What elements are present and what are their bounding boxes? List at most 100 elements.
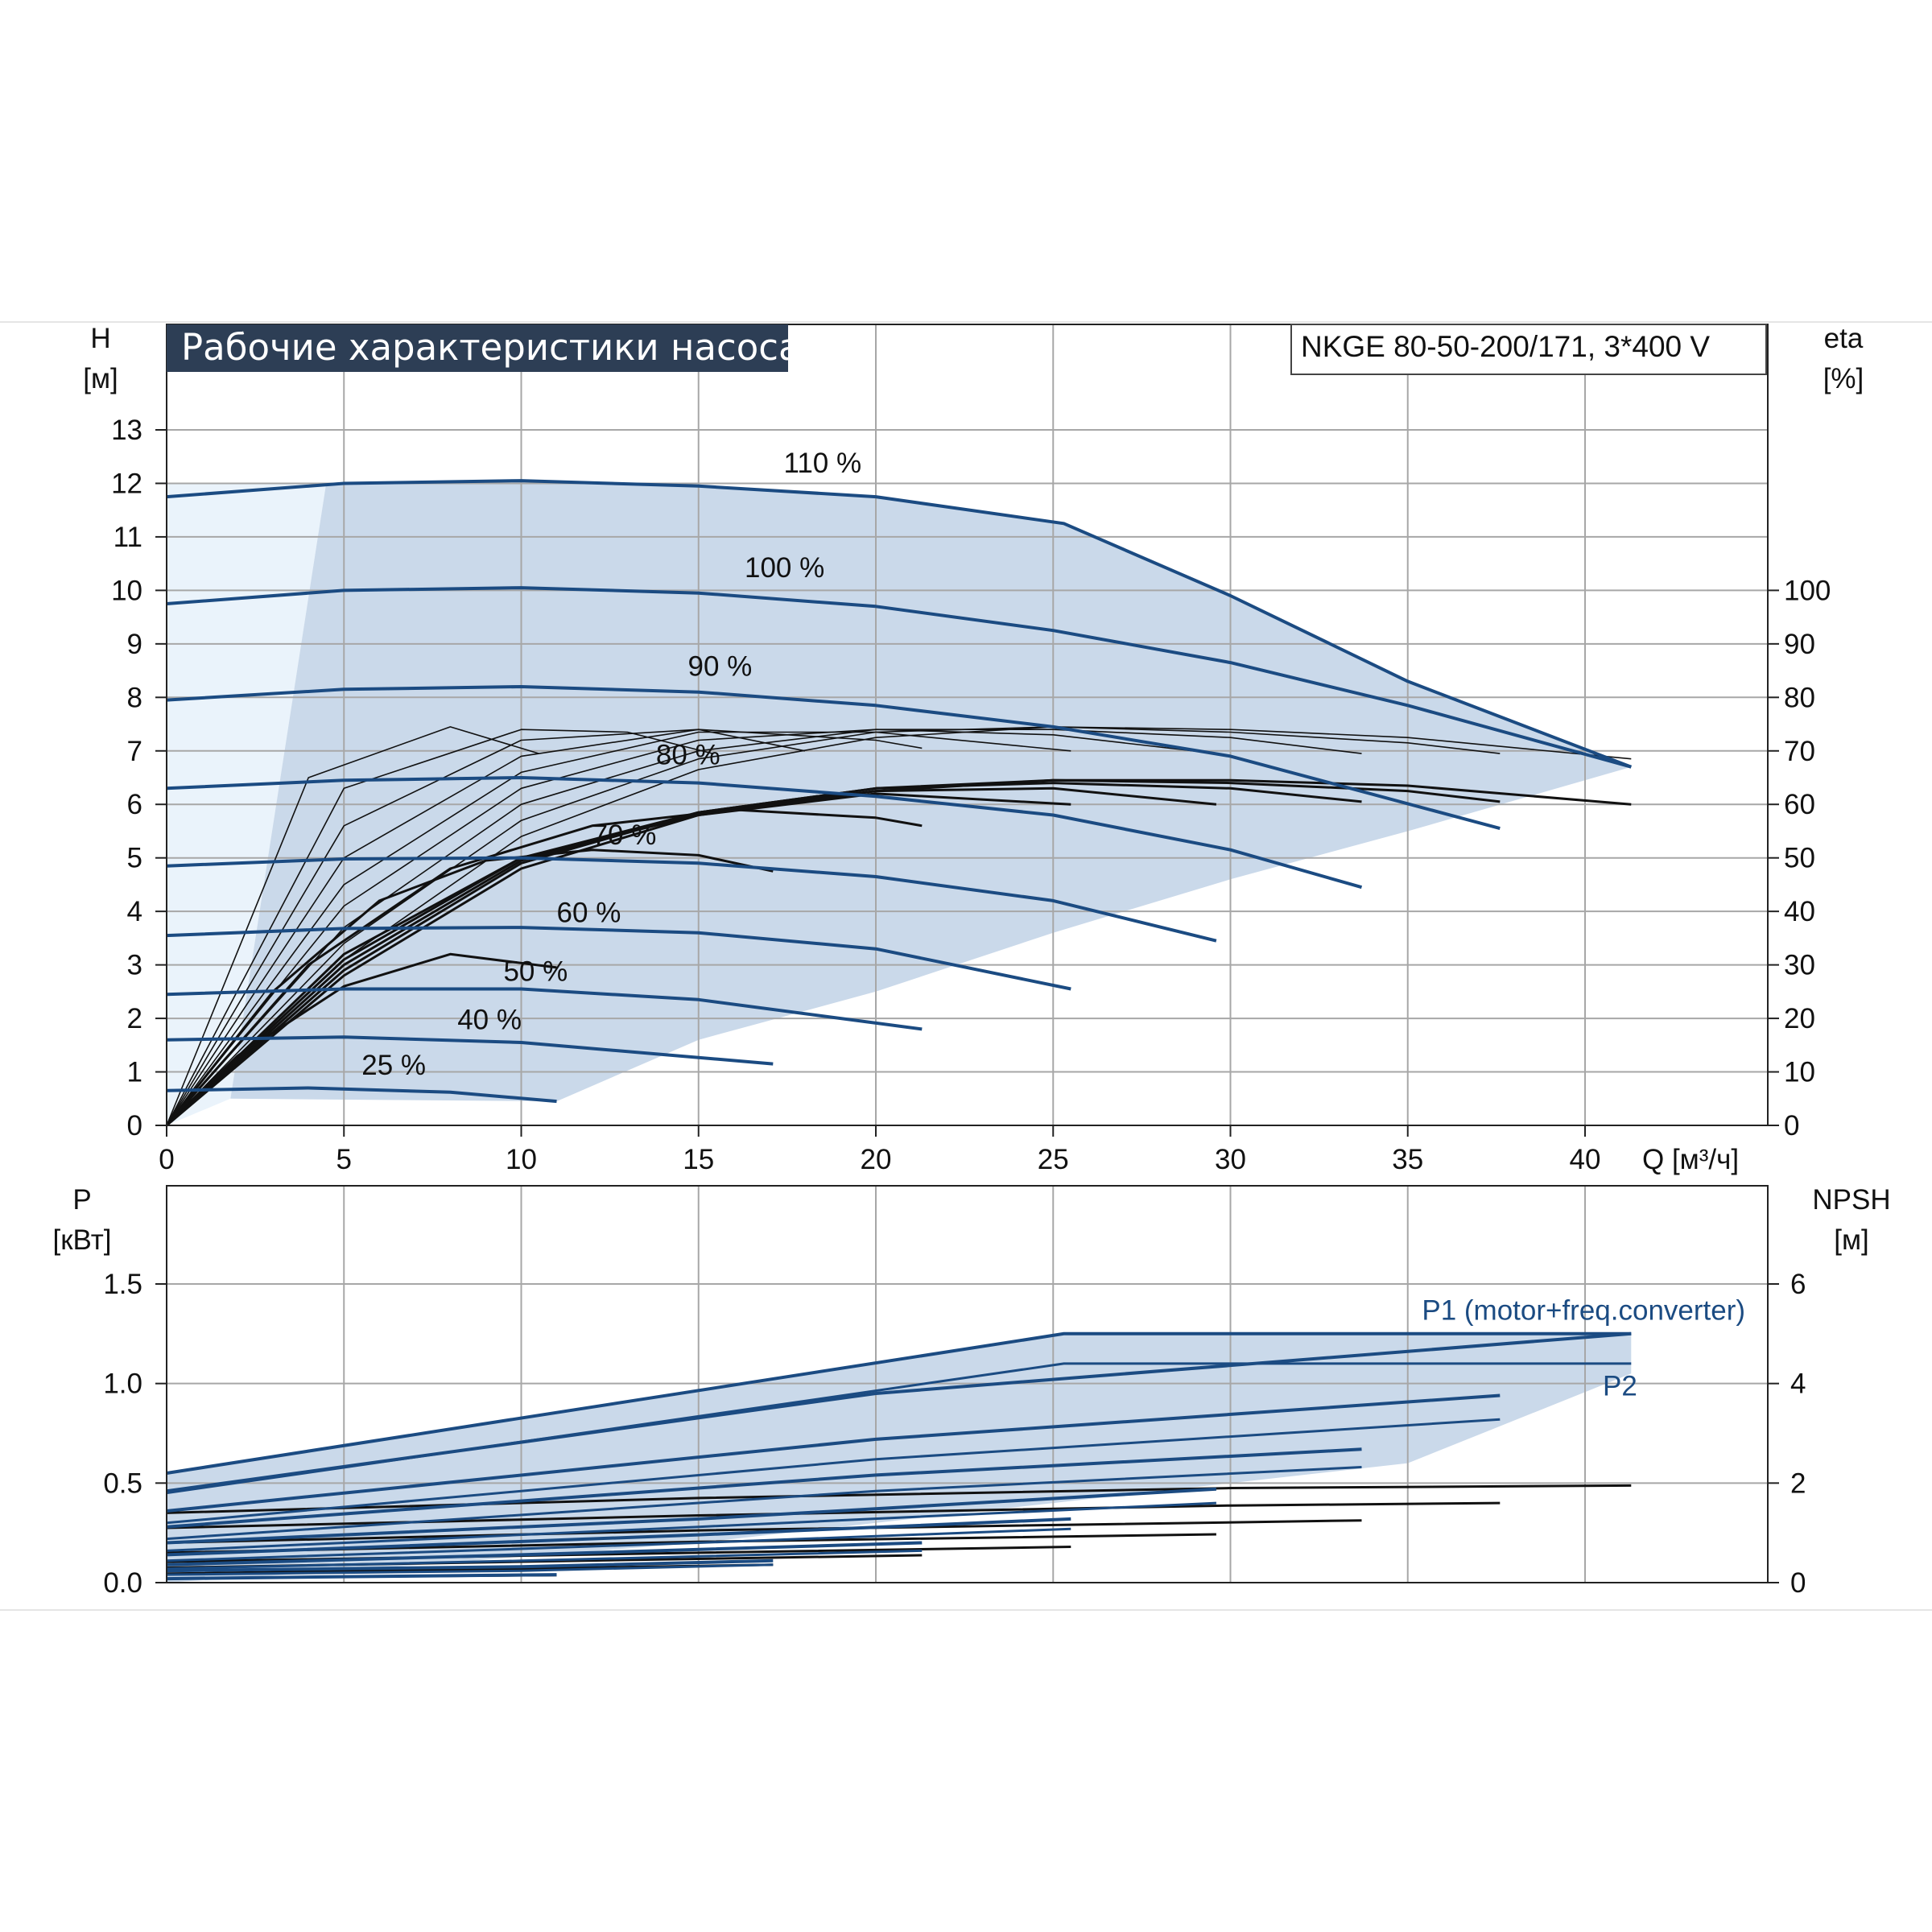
y2-tick-80: 80 bbox=[1784, 682, 1815, 713]
py2-tick-0: 0 bbox=[1790, 1567, 1806, 1599]
speed-label-100pct: 100 % bbox=[745, 552, 824, 584]
y2-tick-0: 0 bbox=[1784, 1110, 1799, 1141]
speed-labels: 110 % 100 % 90 % 80 % 70 % 60 % 50 % 40 % 25 % bbox=[361, 448, 861, 1081]
speed-label-25pct: 25 % bbox=[361, 1050, 426, 1081]
py-tick-1.5: 1.5 bbox=[103, 1269, 142, 1300]
power-axis-unit: [кВт] bbox=[53, 1224, 112, 1256]
head-curve-60pct bbox=[166, 926, 1071, 991]
speed-label-110pct: 110 % bbox=[783, 448, 861, 479]
model-label: NKGE 80-50-200/171, 3*400 V bbox=[1301, 330, 1710, 363]
py-tick-0.5: 0.5 bbox=[103, 1468, 142, 1499]
p1-curve-9 bbox=[166, 1573, 557, 1581]
speed-label-50pct: 50 % bbox=[503, 956, 568, 988]
efficiency-curve-17 bbox=[166, 778, 1632, 1127]
x-axis-label: Q [м³/ч] bbox=[1642, 1144, 1739, 1175]
x-tick-30: 30 bbox=[1215, 1144, 1246, 1175]
y-axis-label: H bbox=[90, 323, 110, 354]
y2-tick-40: 40 bbox=[1784, 896, 1815, 927]
p1-curve-7 bbox=[166, 1541, 923, 1567]
head-curve-70pct bbox=[166, 856, 1217, 943]
head-curve-25pct bbox=[166, 1086, 557, 1104]
power-curves bbox=[166, 1331, 1632, 1581]
py2-tick-6: 6 bbox=[1790, 1269, 1806, 1300]
p1-curve-2 bbox=[166, 1331, 1632, 1493]
y-tick-0: 0 bbox=[127, 1110, 142, 1141]
py-tick-1.0: 1.0 bbox=[103, 1368, 142, 1400]
npsh-curve-1 bbox=[166, 1484, 1632, 1514]
p1-curve-8 bbox=[166, 1558, 774, 1573]
x-tick-25: 25 bbox=[1038, 1144, 1069, 1175]
legend-p2: P2 bbox=[1603, 1371, 1637, 1402]
y2-tick-10: 10 bbox=[1784, 1057, 1815, 1088]
efficiency-curve-4 bbox=[166, 729, 923, 1126]
x-tick-5: 5 bbox=[336, 1144, 352, 1175]
efficiency-curve-8 bbox=[166, 726, 1501, 1126]
efficiency-curve-9 bbox=[166, 726, 1632, 1126]
x-tick-15: 15 bbox=[683, 1144, 714, 1175]
y2-tick-60: 60 bbox=[1784, 789, 1815, 820]
p2-curve-6 bbox=[166, 1549, 923, 1571]
npsh-axis-unit: [м] bbox=[1834, 1224, 1869, 1256]
head-chart-panel: 110 % 100 % 90 % 80 % 70 % 60 % 50 % 40 % 25 % 0… bbox=[83, 323, 1864, 1175]
efficiency-curve-3 bbox=[166, 729, 806, 1126]
power-axis-label: P bbox=[72, 1184, 91, 1216]
x-tick-35: 35 bbox=[1392, 1144, 1423, 1175]
head-curve-100pct bbox=[166, 586, 1632, 769]
py2-tick-2: 2 bbox=[1790, 1468, 1806, 1499]
p1-curve-3 bbox=[166, 1393, 1501, 1513]
y2-tick-90: 90 bbox=[1784, 629, 1815, 660]
y-tick-6: 6 bbox=[127, 789, 142, 820]
head-curve-90pct bbox=[166, 685, 1501, 831]
head-curves bbox=[166, 479, 1633, 1104]
npsh-curve-3 bbox=[166, 1519, 1362, 1544]
head-axes: 0123456789101112130102030405060708090100… bbox=[83, 323, 1864, 1175]
y2-tick-100: 100 bbox=[1784, 575, 1831, 606]
speed-label-70pct: 70 % bbox=[592, 819, 657, 851]
p1-curve-1 bbox=[166, 1331, 1632, 1475]
speed-label-90pct: 90 % bbox=[688, 651, 753, 683]
efficiency-curve-12 bbox=[165, 808, 923, 1126]
y-tick-2: 2 bbox=[127, 1003, 142, 1034]
y-tick-10: 10 bbox=[111, 575, 142, 606]
y-tick-4: 4 bbox=[127, 896, 142, 927]
y-tick-11: 11 bbox=[114, 522, 142, 553]
y-tick-1: 1 bbox=[127, 1057, 142, 1088]
p1-curve-4 bbox=[166, 1447, 1362, 1529]
y-axis-unit: [м] bbox=[83, 363, 118, 394]
p2-curve-3 bbox=[166, 1466, 1362, 1541]
x-tick-40: 40 bbox=[1570, 1144, 1601, 1175]
x-tick-20: 20 bbox=[861, 1144, 892, 1175]
head-curve-110pct bbox=[166, 479, 1633, 769]
p2-curve-4 bbox=[166, 1501, 1216, 1552]
efficiency-curves bbox=[165, 726, 1632, 1127]
p1-curve-5 bbox=[166, 1487, 1217, 1545]
y2-axis-unit: [%] bbox=[1823, 363, 1864, 394]
y2-axis-label: eta bbox=[1824, 323, 1864, 354]
y2-tick-30: 30 bbox=[1784, 950, 1815, 981]
efficiency-curve-6 bbox=[166, 729, 1216, 1126]
head-curve-50pct bbox=[166, 987, 923, 1031]
power-chart-panel: 0.0 0.5 1.0 1.5 0 2 4 6 P [кВт] NPSH [м] P1 (motor+… bbox=[53, 1184, 1891, 1599]
y-tick-5: 5 bbox=[127, 843, 142, 874]
y-tick-3: 3 bbox=[127, 950, 142, 981]
x-tick-10: 10 bbox=[506, 1144, 537, 1175]
speed-label-60pct: 60 % bbox=[557, 897, 621, 928]
py2-tick-4: 4 bbox=[1790, 1368, 1806, 1400]
x-tick-0: 0 bbox=[159, 1144, 174, 1175]
p1-curve-6 bbox=[166, 1517, 1071, 1557]
legend-p1: P1 (motor+freq.converter) bbox=[1422, 1295, 1745, 1327]
y-tick-7: 7 bbox=[127, 736, 142, 767]
speed-label-80pct: 80 % bbox=[656, 739, 720, 770]
head-curve-80pct bbox=[166, 776, 1363, 890]
py-tick-0.0: 0.0 bbox=[103, 1567, 142, 1599]
efficiency-curve-2 bbox=[166, 729, 713, 1126]
y2-tick-70: 70 bbox=[1784, 736, 1815, 767]
y-tick-9: 9 bbox=[127, 629, 142, 660]
y2-tick-50: 50 bbox=[1784, 843, 1815, 874]
y-tick-12: 12 bbox=[111, 468, 142, 499]
title-background bbox=[167, 324, 788, 372]
y-tick-8: 8 bbox=[127, 682, 142, 713]
p2-curve-5 bbox=[166, 1527, 1071, 1563]
efficiency-curve-1 bbox=[166, 726, 539, 1126]
